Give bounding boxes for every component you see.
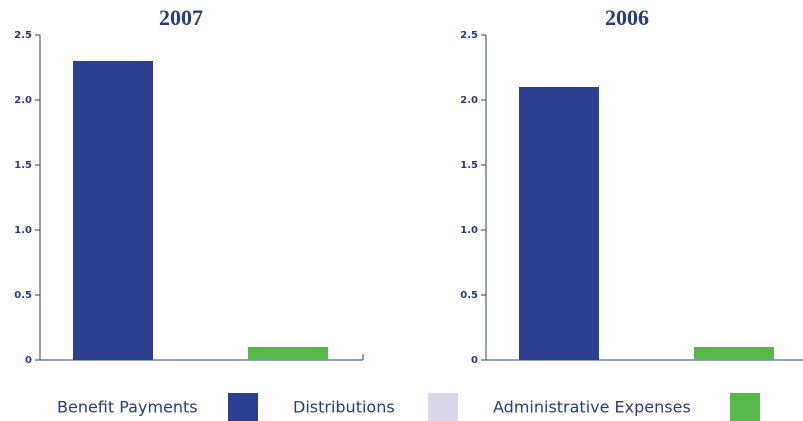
- y-tick-label: 0: [471, 355, 478, 366]
- y-tick-label: 1.0: [14, 225, 32, 236]
- bar: [694, 347, 774, 360]
- legend-label: Distributions: [293, 398, 395, 417]
- bar: [519, 87, 599, 360]
- y-tick-label: 1.5: [460, 160, 478, 171]
- y-tick-label: 2.0: [460, 95, 478, 106]
- bar: [248, 347, 328, 360]
- y-tick-label: 1.0: [460, 225, 478, 236]
- y-tick-label: 0: [25, 355, 32, 366]
- chart-title: 2006: [605, 5, 649, 30]
- y-tick-label: 2.0: [14, 95, 32, 106]
- chart-title: 2007: [159, 5, 203, 30]
- y-tick-label: 2.5: [460, 30, 478, 41]
- y-tick-label: 0.5: [14, 290, 32, 301]
- bar: [73, 61, 153, 360]
- y-tick-label: 0.5: [460, 290, 478, 301]
- legend-swatch: [428, 393, 458, 421]
- legend-swatch: [730, 393, 760, 421]
- y-tick-label: 1.5: [14, 160, 32, 171]
- legend-swatch: [228, 393, 258, 421]
- y-tick-label: 2.5: [14, 30, 32, 41]
- legend-label: Administrative Expenses: [493, 398, 691, 417]
- legend-label: Benefit Payments: [57, 398, 198, 417]
